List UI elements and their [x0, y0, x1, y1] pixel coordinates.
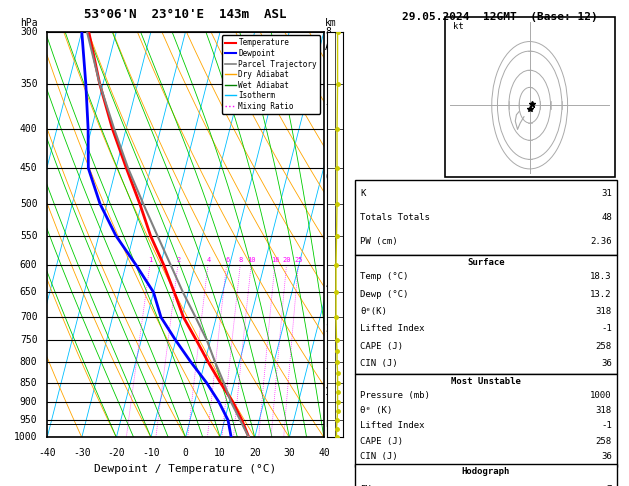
Text: 300: 300 — [20, 27, 38, 36]
Text: 900: 900 — [20, 397, 38, 407]
Text: CIN (J): CIN (J) — [360, 359, 398, 368]
Bar — [355, 464, 617, 486]
Text: 258: 258 — [596, 437, 612, 446]
Text: 700: 700 — [20, 312, 38, 322]
Text: Totals Totals: Totals Totals — [360, 213, 430, 222]
Text: 800: 800 — [20, 357, 38, 367]
Bar — [355, 374, 617, 467]
Text: 500: 500 — [20, 199, 38, 209]
Text: 2: 2 — [325, 362, 331, 371]
Text: 5: 5 — [325, 231, 331, 241]
Text: 1: 1 — [325, 387, 331, 397]
Text: -1: -1 — [601, 421, 612, 431]
Text: kt: kt — [453, 22, 464, 31]
Text: 6: 6 — [325, 172, 331, 182]
Text: 16: 16 — [271, 257, 280, 262]
Text: 850: 850 — [20, 378, 38, 388]
Text: 10: 10 — [214, 448, 226, 457]
Text: PW (cm): PW (cm) — [360, 237, 398, 246]
Legend: Temperature, Dewpoint, Parcel Trajectory, Dry Adiabat, Wet Adiabat, Isotherm, Mi: Temperature, Dewpoint, Parcel Trajectory… — [221, 35, 320, 114]
Text: CAPE (J): CAPE (J) — [360, 342, 403, 351]
Text: hPa: hPa — [20, 17, 38, 28]
Text: 6: 6 — [225, 257, 230, 262]
Text: Most Unstable: Most Unstable — [451, 377, 521, 386]
Bar — [355, 180, 617, 255]
Text: 10: 10 — [247, 257, 256, 262]
Text: 48: 48 — [601, 213, 612, 222]
Text: Dewpoint / Temperature (°C): Dewpoint / Temperature (°C) — [94, 464, 277, 474]
Text: CIN (J): CIN (J) — [360, 452, 398, 461]
Text: 8: 8 — [325, 27, 331, 36]
Text: 4: 4 — [325, 281, 331, 291]
FancyBboxPatch shape — [445, 17, 615, 177]
Text: EH: EH — [360, 485, 370, 486]
Text: 30: 30 — [284, 448, 295, 457]
Text: 40: 40 — [318, 448, 330, 457]
Text: 400: 400 — [20, 123, 38, 134]
Text: 600: 600 — [20, 260, 38, 270]
Text: 36: 36 — [601, 359, 612, 368]
Text: 7: 7 — [325, 104, 331, 115]
Text: 950: 950 — [20, 415, 38, 425]
Text: -30: -30 — [73, 448, 91, 457]
Text: 258: 258 — [596, 342, 612, 351]
Text: 13.2: 13.2 — [590, 290, 612, 299]
Text: 1000: 1000 — [14, 433, 38, 442]
Text: 29.05.2024  12GMT  (Base: 12): 29.05.2024 12GMT (Base: 12) — [402, 12, 598, 22]
Text: 20: 20 — [283, 257, 291, 262]
Text: 3: 3 — [325, 324, 331, 333]
Text: Temp (°C): Temp (°C) — [360, 273, 408, 281]
Text: θᵉ (K): θᵉ (K) — [360, 406, 392, 415]
Text: 36: 36 — [601, 452, 612, 461]
Text: 550: 550 — [20, 231, 38, 241]
Text: 1000: 1000 — [590, 391, 612, 399]
Text: 350: 350 — [20, 79, 38, 88]
Text: Hodograph: Hodograph — [462, 467, 510, 476]
Text: Lifted Index: Lifted Index — [360, 325, 425, 333]
Text: 25: 25 — [294, 257, 303, 262]
Text: 31: 31 — [601, 189, 612, 198]
Text: ASL: ASL — [325, 42, 343, 52]
Text: 4: 4 — [206, 257, 211, 262]
Text: 2: 2 — [177, 257, 181, 262]
Text: -20: -20 — [108, 448, 125, 457]
Text: 1: 1 — [148, 257, 153, 262]
Text: Surface: Surface — [467, 258, 504, 267]
Text: 318: 318 — [596, 406, 612, 415]
Text: 318: 318 — [596, 307, 612, 316]
Text: 750: 750 — [20, 335, 38, 346]
Text: 18.3: 18.3 — [590, 273, 612, 281]
Text: 20: 20 — [249, 448, 260, 457]
Text: Mixing Ratio (g/kg): Mixing Ratio (g/kg) — [358, 183, 367, 286]
Text: -40: -40 — [38, 448, 56, 457]
Text: 8: 8 — [239, 257, 243, 262]
Text: θᵉ(K): θᵉ(K) — [360, 307, 387, 316]
Text: CAPE (J): CAPE (J) — [360, 437, 403, 446]
Text: 450: 450 — [20, 163, 38, 173]
Text: 0: 0 — [182, 448, 189, 457]
Text: 650: 650 — [20, 287, 38, 297]
Text: K: K — [360, 189, 365, 198]
Text: km: km — [325, 17, 337, 28]
Bar — [355, 255, 617, 374]
Text: 53°06'N  23°10'E  143m  ASL: 53°06'N 23°10'E 143m ASL — [84, 8, 287, 21]
Text: 2.36: 2.36 — [590, 237, 612, 246]
Text: -1: -1 — [601, 325, 612, 333]
Text: LCL: LCL — [325, 420, 340, 429]
Text: Dewp (°C): Dewp (°C) — [360, 290, 408, 299]
Text: Lifted Index: Lifted Index — [360, 421, 425, 431]
Text: 7: 7 — [606, 485, 612, 486]
Text: Pressure (mb): Pressure (mb) — [360, 391, 430, 399]
Text: -10: -10 — [142, 448, 160, 457]
